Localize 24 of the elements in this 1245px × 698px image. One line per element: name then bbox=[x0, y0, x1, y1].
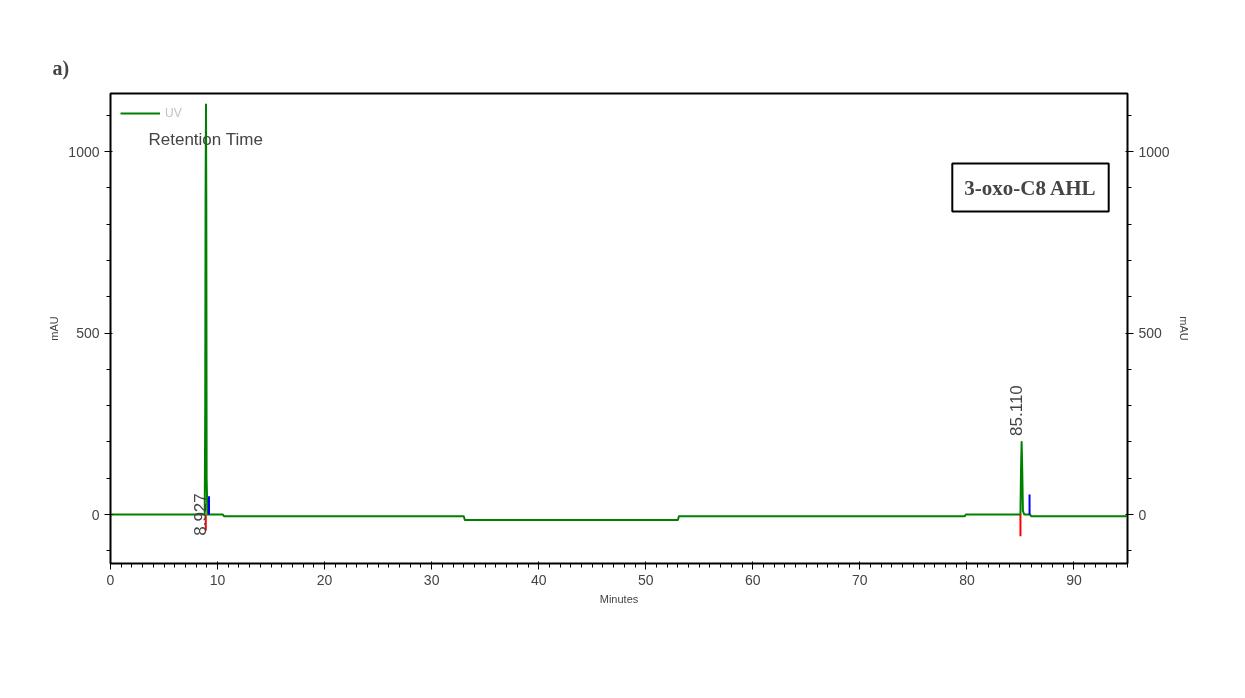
x-tick-label: 10 bbox=[209, 571, 226, 588]
y-axis-title: mAU bbox=[48, 316, 61, 341]
legend-label: UV bbox=[165, 106, 183, 120]
x-tick-label: 60 bbox=[745, 571, 761, 588]
y-tick-label: 500 bbox=[76, 325, 100, 342]
x-tick-label: 20 bbox=[316, 571, 333, 588]
x-axis-title: Minutes bbox=[599, 592, 639, 605]
annotation: 85.110 bbox=[1006, 385, 1026, 436]
y2-tick-label: 0 bbox=[1138, 506, 1147, 523]
y2-tick-label: 1000 bbox=[1138, 143, 1170, 160]
y2-tick-label: 500 bbox=[1138, 325, 1163, 342]
text: a) bbox=[52, 56, 70, 80]
y2-axis-title: mAU bbox=[1177, 316, 1190, 341]
x-tick-label: 90 bbox=[1066, 571, 1082, 588]
annotation: 8.927 bbox=[191, 493, 211, 536]
y-tick-label: 0 bbox=[91, 506, 100, 523]
x-tick-label: 30 bbox=[423, 571, 440, 588]
x-tick-label: 70 bbox=[852, 571, 868, 588]
x-tick-label: 80 bbox=[959, 571, 975, 588]
x-tick-label: 0 bbox=[106, 571, 115, 588]
x-tick-label: 40 bbox=[530, 571, 547, 588]
x-tick-label: 50 bbox=[637, 571, 654, 588]
y-tick-label: 1000 bbox=[68, 143, 100, 160]
text: 3-oxo-C8 AHL bbox=[964, 175, 1096, 200]
